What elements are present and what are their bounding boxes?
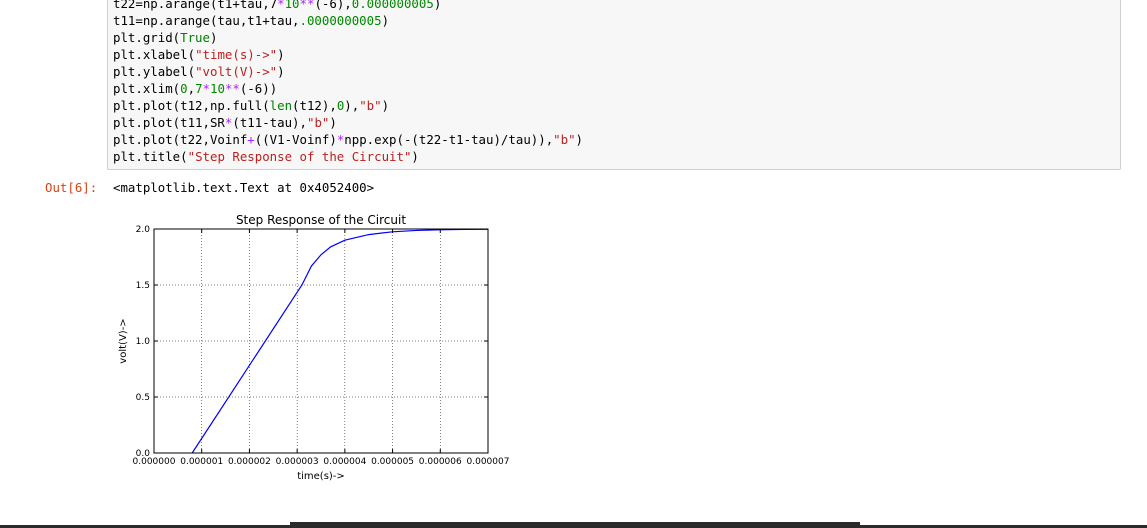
y-tick-label: 2.0 [136,225,151,235]
x-tick-label: 0.000001 [180,457,223,467]
code-line-6: plt.xlim(0,7*10**(-6)) [113,81,278,96]
x-tick-label: 0.000002 [228,457,271,467]
code-cell[interactable]: t22=np.arange(t1+tau,7*10**(-6),0.000000… [107,0,1121,170]
y-axis-label: volt(V)-> [118,318,129,363]
y-tick-label: 0.5 [136,393,150,403]
tick-labels: 0.000000 0.000001 0.000002 0.000003 0.000004… [133,225,510,467]
code-line-3: plt.grid(True) [113,30,218,45]
x-tick-label: 0.000006 [419,457,462,467]
voltage-series-line [191,228,489,454]
code-editor[interactable]: t22=np.arange(t1+tau,7*10**(-6),0.000000… [113,0,583,165]
x-tick-label: 0.000005 [371,457,414,467]
x-tick-label: 0.000003 [276,457,319,467]
code-line-10: plt.title("Step Response of the Circuit"… [113,149,419,164]
code-line-9: plt.plot(t22,Voinf+((V1-Voinf)*npp.exp(-… [113,132,584,147]
code-line-8: plt.plot(t11,SR*(t11-tau),"b") [113,115,337,130]
output-prompt: Out[6]: [45,180,98,195]
output-text: <matplotlib.text.Text at 0x4052400> [113,180,375,195]
code-line-2: t11=np.arange(tau,t1+tau,.0000000005) [113,13,390,28]
code-line-7: plt.plot(t12,np.full(len(t12),0),"b") [113,98,390,113]
code-line-1: t22=np.arange(t1+tau,7*10**(-6),0.000000… [113,0,442,11]
x-tick-label: 0.000000 [133,457,176,467]
code-line-5: plt.ylabel("volt(V)->") [113,64,285,79]
step-response-chart: 0.000000 0.000001 0.000002 0.000003 0.000004… [118,213,510,482]
series-layer [191,228,489,454]
x-tick-label: 0.000004 [323,457,366,467]
x-tick-label: 0.000007 [467,457,510,467]
tick-marks [153,228,489,454]
code-line-4: plt.xlabel("time(s)->") [113,47,285,62]
grid-lines [154,229,488,453]
y-tick-label: 0.0 [136,449,151,459]
plot-frame [153,228,489,454]
y-tick-label: 1.5 [136,281,150,291]
y-tick-label: 1.0 [136,337,151,347]
bottom-scroll-region [290,522,860,528]
chart-title: Step Response of the Circuit [236,213,406,227]
x-axis-label: time(s)-> [297,471,345,482]
